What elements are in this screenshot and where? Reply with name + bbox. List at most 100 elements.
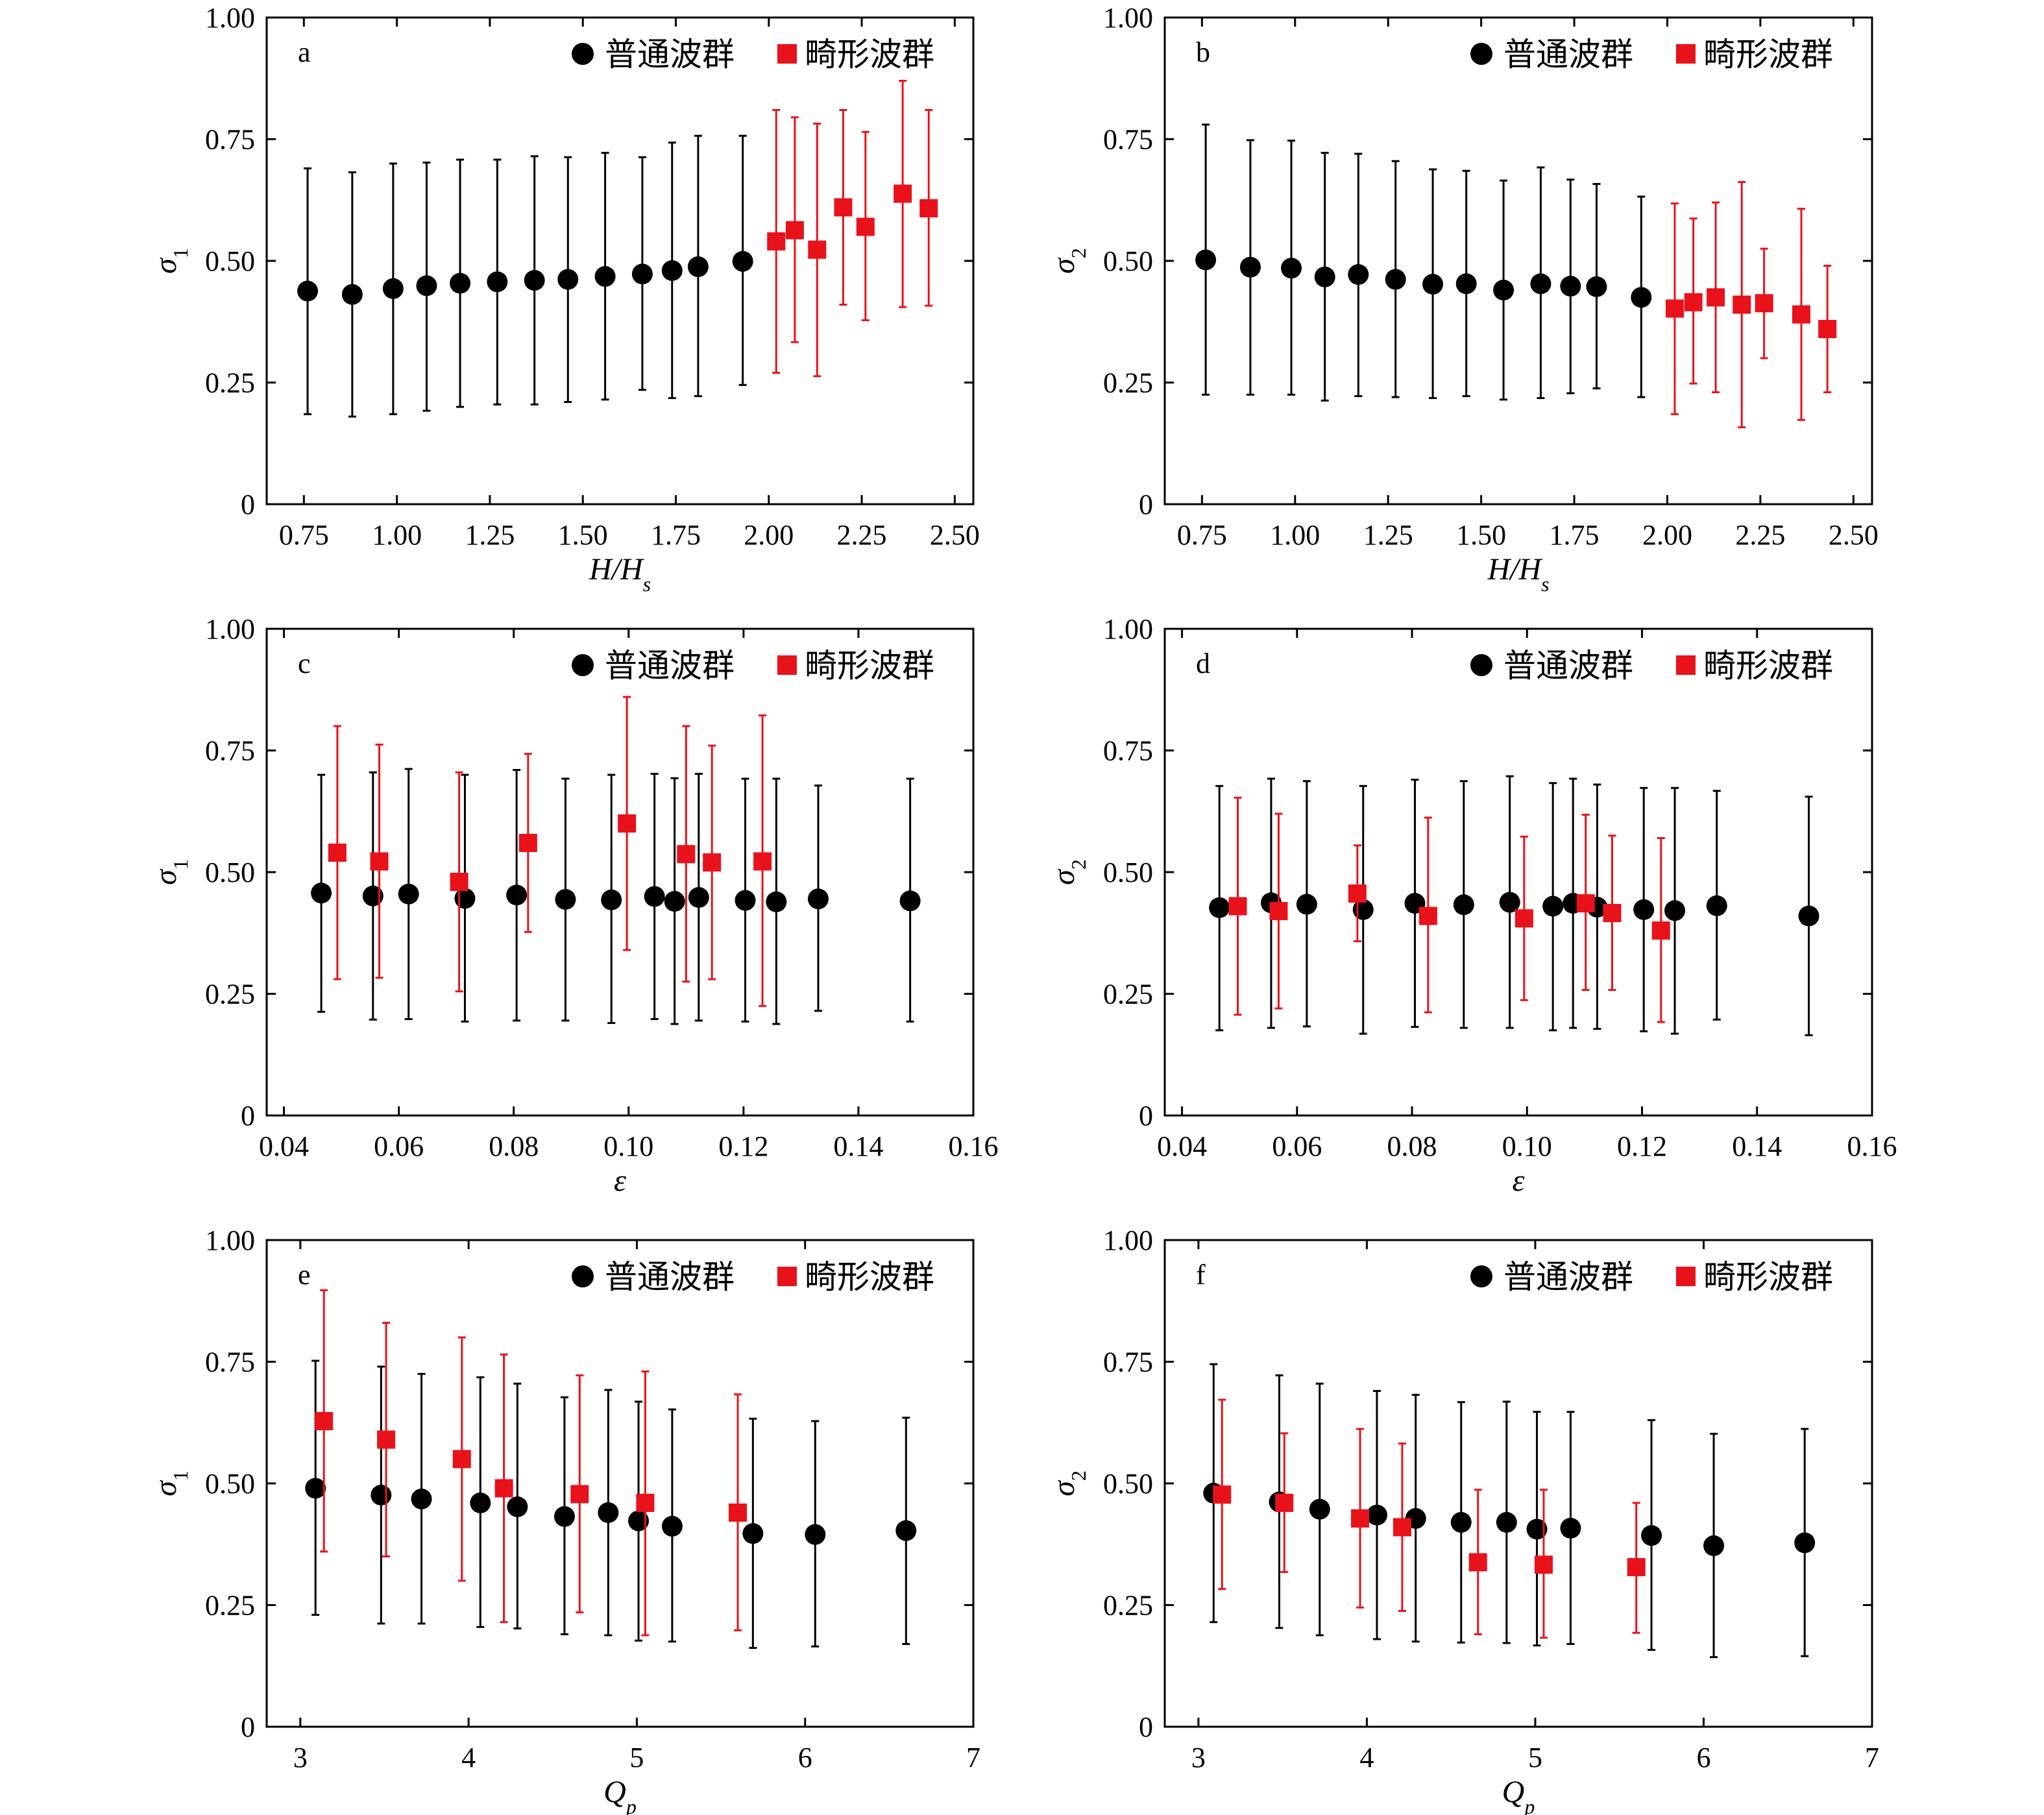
y-tick-label: 0.75: [1103, 1346, 1153, 1378]
x-tick-label: 1.50: [558, 519, 608, 551]
x-tick-label: 0.16: [949, 1130, 999, 1162]
x-tick-label: 0.12: [1617, 1130, 1667, 1162]
plot-frame: [265, 1239, 975, 1728]
data-point-circle: [1496, 1512, 1517, 1533]
x-tick-label: 2.50: [1829, 519, 1879, 551]
y-tick-label: 0.25: [1103, 367, 1153, 399]
legend-normal-label: 普通波群: [605, 647, 735, 685]
data-point-square: [834, 198, 853, 217]
y-tick-label: 0.50: [1103, 857, 1153, 888]
panel-letter: d: [1196, 648, 1210, 679]
series-normal: [1195, 123, 1652, 402]
x-tick-label: 0.75: [1177, 519, 1227, 551]
legend-square-marker: [1676, 44, 1696, 64]
data-point-circle: [631, 263, 653, 285]
data-point-circle: [735, 890, 756, 911]
y-tick-label: 1.00: [205, 613, 255, 645]
data-point-square: [1351, 1509, 1370, 1528]
y-tick-label: 0.25: [205, 367, 255, 399]
data-point-square: [1348, 884, 1367, 903]
legend-normal-label: 普通波群: [1503, 36, 1633, 73]
data-point-circle: [664, 891, 685, 912]
y-tick-label: 0: [241, 489, 255, 520]
data-point-circle: [1641, 1525, 1662, 1546]
data-point-square: [570, 1485, 589, 1504]
data-point-circle: [732, 250, 753, 272]
data-point-square: [894, 184, 912, 203]
series-normal: [297, 134, 753, 418]
legend-square-marker: [777, 655, 797, 675]
data-point-square: [1269, 902, 1288, 920]
y-axis-title: σ2: [1047, 859, 1090, 885]
y-tick-label: 0.25: [1103, 1590, 1153, 1622]
data-point-square: [1393, 1518, 1411, 1537]
data-point-square: [1755, 294, 1773, 313]
series-rogue: [328, 696, 772, 1007]
data-point-square: [328, 844, 347, 862]
data-point-square: [767, 232, 786, 250]
plot-frame: [1163, 1239, 1873, 1728]
y-tick-label: 0: [241, 1711, 255, 1743]
y-axis-title: σ1: [149, 1470, 192, 1496]
data-point-square: [677, 845, 696, 864]
series-rogue: [1213, 1398, 1646, 1639]
data-point-square: [315, 1412, 334, 1430]
x-tick-label: 2.50: [930, 519, 980, 551]
x-tick-label: 5: [629, 1742, 644, 1773]
x-tick-label: 0.04: [259, 1130, 309, 1162]
data-point-circle: [1348, 264, 1369, 285]
legend-square-marker: [777, 1267, 797, 1286]
data-point-circle: [1560, 276, 1581, 297]
y-tick-label: 0.50: [205, 1468, 255, 1500]
y-tick-label: 1.00: [205, 2, 255, 34]
y-tick-label: 0.75: [1103, 735, 1153, 767]
x-tick-label: 0.14: [833, 1130, 883, 1162]
data-point-square: [1213, 1485, 1232, 1504]
x-tick-label: 1.75: [1550, 519, 1600, 551]
data-point-circle: [557, 269, 579, 290]
y-tick-label: 0: [1139, 1100, 1153, 1132]
data-point-square: [494, 1479, 513, 1498]
y-tick-label: 0: [1139, 489, 1153, 520]
panel-f: 3 4 5 6 7 0 0.25 0.50 0.75 1.00 Qp σ2 f 普通波群 畸形波群: [1047, 1224, 1879, 1815]
y-tick-label: 0.25: [205, 1590, 255, 1622]
x-tick-label: 3: [1191, 1742, 1206, 1773]
data-point-square: [753, 852, 772, 871]
data-point-circle: [807, 888, 829, 910]
data-point-circle: [305, 1478, 326, 1499]
data-point-circle: [688, 887, 709, 908]
x-tick-label: 1.25: [1363, 519, 1413, 551]
data-point-circle: [1385, 269, 1406, 290]
x-tick-label: 0.08: [489, 1130, 539, 1162]
data-point-circle: [1530, 273, 1551, 295]
data-point-circle: [1367, 1504, 1387, 1526]
legend-square-marker: [777, 44, 797, 64]
x-tick-label: 5: [1528, 1742, 1542, 1773]
x-tick-label: 2.25: [1735, 519, 1785, 551]
data-point-circle: [1560, 1518, 1581, 1539]
legend-normal-label: 普通波群: [1503, 1258, 1633, 1296]
data-point-square: [1733, 295, 1751, 314]
data-point-circle: [601, 889, 622, 910]
data-point-circle: [1281, 258, 1302, 279]
data-point-circle: [1633, 899, 1655, 920]
data-point-circle: [1422, 274, 1444, 295]
data-point-circle: [594, 266, 616, 287]
data-point-circle: [742, 1523, 764, 1544]
data-point-circle: [382, 278, 404, 299]
y-tick-label: 0: [1139, 1711, 1153, 1743]
data-point-circle: [341, 284, 363, 305]
panel-a: 0.75 1.00 1.25 1.50 1.75 2.00 2.25 2.50 0 0.25 0.5…: [149, 2, 980, 596]
data-point-square: [1275, 1494, 1294, 1512]
x-tick-label: 4: [1359, 1742, 1374, 1773]
data-point-square: [785, 221, 804, 239]
data-point-circle: [524, 270, 545, 291]
data-point-circle: [628, 1510, 650, 1531]
x-axis-title: H/Hs: [589, 552, 651, 596]
x-tick-label: 0.75: [279, 519, 329, 551]
y-tick-label: 0.75: [205, 124, 255, 156]
legend-square-marker: [1676, 655, 1696, 675]
x-axis-title: ε: [614, 1163, 626, 1198]
y-axis-title: σ1: [149, 248, 192, 274]
